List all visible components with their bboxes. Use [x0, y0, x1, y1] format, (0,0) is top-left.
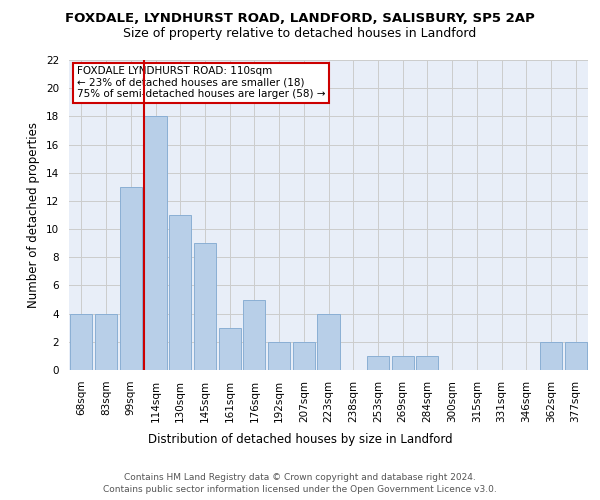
Text: Size of property relative to detached houses in Landford: Size of property relative to detached ho…	[124, 28, 476, 40]
Bar	[540, 342, 562, 370]
Bar	[194, 243, 216, 370]
Y-axis label: Number of detached properties: Number of detached properties	[28, 122, 40, 308]
Bar	[169, 215, 191, 370]
Bar	[145, 116, 167, 370]
Bar	[268, 342, 290, 370]
Text: Contains HM Land Registry data © Crown copyright and database right 2024.: Contains HM Land Registry data © Crown c…	[124, 472, 476, 482]
Text: Contains public sector information licensed under the Open Government Licence v3: Contains public sector information licen…	[103, 485, 497, 494]
Text: Distribution of detached houses by size in Landford: Distribution of detached houses by size …	[148, 432, 452, 446]
Text: FOXDALE, LYNDHURST ROAD, LANDFORD, SALISBURY, SP5 2AP: FOXDALE, LYNDHURST ROAD, LANDFORD, SALIS…	[65, 12, 535, 26]
Bar	[416, 356, 439, 370]
Bar	[70, 314, 92, 370]
Bar	[565, 342, 587, 370]
Text: FOXDALE LYNDHURST ROAD: 110sqm
← 23% of detached houses are smaller (18)
75% of : FOXDALE LYNDHURST ROAD: 110sqm ← 23% of …	[77, 66, 325, 100]
Bar	[218, 328, 241, 370]
Bar	[95, 314, 117, 370]
Bar	[367, 356, 389, 370]
Bar	[243, 300, 265, 370]
Bar	[119, 187, 142, 370]
Bar	[317, 314, 340, 370]
Bar	[392, 356, 414, 370]
Bar	[293, 342, 315, 370]
